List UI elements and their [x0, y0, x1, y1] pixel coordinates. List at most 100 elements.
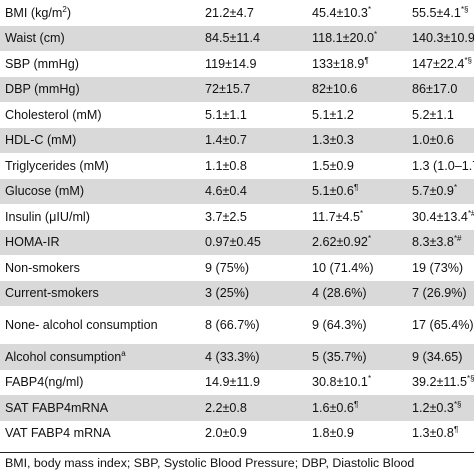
cell-value: 1.6±0.6 [312, 400, 354, 415]
row-label: SBP (mmHg) [5, 56, 79, 71]
group-1-value-cell: 119±14.9 [200, 51, 307, 77]
significance-marker: *# [453, 234, 462, 244]
cell-value: 10 (71.4%) [312, 260, 374, 275]
group-1-value-cell: 4 (33.3%) [200, 344, 307, 370]
row-label: SAT FABP4mRNA [5, 400, 109, 415]
group-2-value-cell: 5 (35.7%) [307, 344, 407, 370]
group-1-value-cell: 14.9±11.9 [200, 370, 307, 396]
row-label: Cholesterol (mM) [5, 107, 102, 122]
group-2-value-cell: 1.5±0.9 [307, 153, 407, 179]
row-label: DBP (mmHg) [5, 82, 80, 97]
group-3-value-cell: 1.0±0.6 [407, 127, 474, 153]
cell-value: 55.5±4.1 [412, 5, 461, 20]
group-1-value-cell: 21.2±4.7 [200, 0, 307, 26]
table-row: BMI (kg/m2) 21.2±4.7 45.4±10.3* 55.5±4.1*§ [0, 0, 474, 26]
table-row: SBP (mmHg) 119±14.9 133±18.9¶ 147±22.4*§ [0, 51, 474, 77]
row-label: Triglycerides (mM) [5, 158, 109, 173]
group-2-value-cell: 82±10.6 [307, 76, 407, 102]
group-2-value-cell: 2.62±0.92* [307, 229, 407, 255]
cell-value: 1.3±0.8 [412, 426, 454, 441]
table-row: HDL-C (mM) 1.4±0.7 1.3±0.3 1.0±0.6 [0, 127, 474, 153]
cell-value: 4 (33.3%) [205, 349, 260, 364]
significance-marker: * [367, 4, 372, 14]
cell-value: 140.3±10.9 [412, 31, 474, 46]
significance-marker: ¶ [364, 55, 369, 65]
group-1-value-cell: 2.0±0.9 [200, 421, 307, 447]
row-label-cell: Waist (cm) [0, 25, 200, 51]
row-label-cell: Triglycerides (mM) [0, 153, 200, 179]
clinical-characteristics-table: BMI (kg/m2) 21.2±4.7 45.4±10.3* 55.5±4.1*§ W… [0, 0, 474, 447]
group-3-value-cell: 86±17.0 [407, 76, 474, 102]
row-label: HDL-C (mM) [5, 133, 77, 148]
group-1-value-cell: 72±15.7 [200, 76, 307, 102]
cell-value: 39.2±11.5 [412, 375, 467, 390]
table-row: Insulin (μIU/ml) 3.7±2.5 11.7±4.5* 30.4±13.… [0, 204, 474, 230]
cell-value: 30.8±10.1 [312, 375, 368, 390]
row-label-cell: HOMA-IR [0, 229, 200, 255]
cell-value: 2.2±0.8 [205, 400, 247, 415]
group-1-value-cell: 8 (66.7%) [200, 306, 307, 344]
group-3-value-cell: 5.2±1.1 [407, 102, 474, 128]
cell-value: 84.5±11.4 [205, 31, 260, 46]
group-2-value-cell: 1.6±0.6¶ [307, 395, 407, 421]
row-label-cell: Glucose (mM) [0, 178, 200, 204]
cell-value: 86±17.0 [412, 82, 458, 97]
group-2-value-cell: 9 (64.3%) [307, 306, 407, 344]
row-label-suffix: ) [66, 5, 72, 20]
significance-marker: *§ [453, 399, 462, 409]
cell-value: 1.5±0.9 [312, 158, 354, 173]
row-label-cell: VAT FABP4 mRNA [0, 421, 200, 447]
cell-value: 1.4±0.7 [205, 133, 247, 148]
row-label-cell: SAT FABP4mRNA [0, 395, 200, 421]
cell-value: 118.1±20.0 [312, 31, 375, 46]
data-table-container: BMI (kg/m2) 21.2±4.7 45.4±10.3* 55.5±4.1*§ W… [0, 0, 474, 447]
cell-value: 1.8±0.9 [312, 426, 354, 441]
group-3-value-cell: 17 (65.4%) [407, 306, 474, 344]
cell-value: 2.0±0.9 [205, 426, 247, 441]
row-label-cell: Alcohol consumptiona [0, 344, 200, 370]
cell-value: 9 (75%) [205, 260, 250, 275]
table-row: Waist (cm) 84.5±11.4 118.1±20.0* 140.3±10.9… [0, 25, 474, 51]
row-label-cell: Cholesterol (mM) [0, 102, 200, 128]
table-row: Glucose (mM) 4.6±0.4 5.1±0.6¶ 5.7±0.9* [0, 178, 474, 204]
table-row: Alcohol consumptiona 4 (33.3%) 5 (35.7%) 9 … [0, 344, 474, 370]
significance-marker: ¶ [353, 183, 359, 193]
table-footnote: BMI, body mass index; SBP, Systolic Bloo… [5, 456, 415, 470]
group-3-value-cell: 1.3 (1.0–1.7) [407, 153, 474, 179]
group-3-value-cell: 30.4±13.4*# [407, 204, 474, 230]
row-label-cell: HDL-C (mM) [0, 127, 200, 153]
cell-value: 82±10.6 [312, 82, 358, 97]
group-2-value-cell: 118.1±20.0* [307, 25, 407, 51]
group-3-value-cell: 5.7±0.9* [407, 178, 474, 204]
group-2-value-cell: 5.1±1.2 [307, 102, 407, 128]
row-label-cell: Current-smokers [0, 280, 200, 306]
cell-value: 5.1±1.2 [312, 107, 354, 122]
cell-value: 1.3 (1.0–1.7) [412, 158, 474, 173]
row-label: Alcohol consumption [5, 349, 122, 364]
table-row: SAT FABP4mRNA 2.2±0.8 1.6±0.6¶ 1.2±0.3*§ [0, 395, 474, 421]
cell-value: 5.1±1.1 [205, 107, 247, 122]
row-label-cell: SBP (mmHg) [0, 51, 200, 77]
group-3-value-cell: 140.3±10.9*# [407, 25, 474, 51]
row-label: Glucose (mM) [5, 184, 85, 199]
group-1-value-cell: 5.1±1.1 [200, 102, 307, 128]
cell-value: 5.2±1.1 [412, 107, 454, 122]
significance-marker: ¶ [453, 425, 459, 435]
cell-value: 1.1±0.8 [205, 158, 247, 173]
cell-value: 14.9±11.9 [205, 375, 260, 390]
group-2-value-cell: 30.8±10.1* [307, 370, 407, 396]
table-row: HOMA-IR 0.97±0.45 2.62±0.92* 8.3±3.8*# [0, 229, 474, 255]
cell-value: 133±18.9 [312, 56, 365, 71]
cell-value: 11.7±4.5 [312, 209, 360, 224]
cell-value: 4.6±0.4 [205, 184, 247, 199]
row-label: BMI (kg/m [5, 5, 63, 20]
cell-value: 3.7±2.5 [205, 209, 247, 224]
group-3-value-cell: 8.3±3.8*# [407, 229, 474, 255]
cell-value: 9 (34.65) [412, 349, 463, 364]
group-2-value-cell: 45.4±10.3* [307, 0, 407, 26]
row-label-cell: FABP4(ng/ml) [0, 370, 200, 396]
row-label: Waist (cm) [5, 31, 65, 46]
group-1-value-cell: 2.2±0.8 [200, 395, 307, 421]
significance-marker: * [367, 374, 372, 384]
group-1-value-cell: 3.7±2.5 [200, 204, 307, 230]
